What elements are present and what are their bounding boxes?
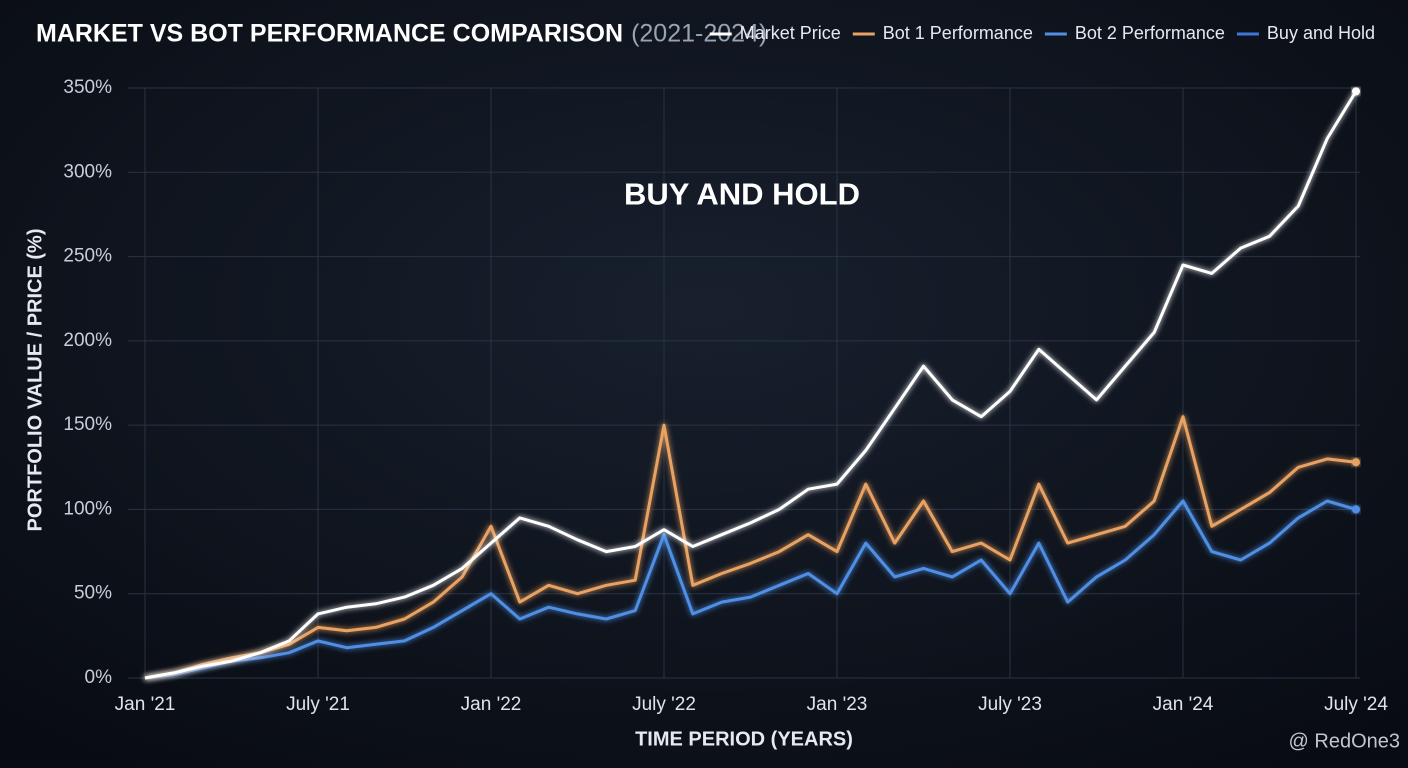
reference-label: BUY AND HOLD bbox=[624, 177, 860, 212]
y-tick-label: 350% bbox=[63, 77, 112, 98]
y-tick-label: 250% bbox=[63, 246, 112, 267]
end-point bbox=[1352, 87, 1360, 96]
y-tick-label: 150% bbox=[63, 414, 112, 435]
legend-label: Buy and Hold bbox=[1267, 23, 1375, 43]
grid bbox=[128, 87, 1360, 679]
end-point bbox=[1352, 458, 1360, 467]
end-point bbox=[1352, 505, 1360, 514]
chart-title: MARKET VS BOT PERFORMANCE COMPARISON bbox=[36, 20, 623, 48]
x-tick-label: July '21 bbox=[286, 694, 350, 715]
y-tick-label: 0% bbox=[85, 667, 113, 688]
y-tick-label: 100% bbox=[63, 498, 112, 519]
watermark: @ RedOne3 bbox=[1289, 730, 1400, 752]
y-tick-label: 200% bbox=[63, 330, 112, 351]
y-tick-label: 300% bbox=[63, 161, 112, 182]
chart-subtitle: (2021-2024) bbox=[631, 20, 767, 48]
x-tick-label: Jan '23 bbox=[807, 694, 868, 715]
x-tick-label: July '24 bbox=[1324, 694, 1388, 715]
legend-label: Market Price bbox=[740, 23, 841, 43]
x-tick-label: Jan '24 bbox=[1153, 694, 1214, 715]
series-line bbox=[144, 499, 1357, 680]
x-tick-label: Jan '21 bbox=[115, 694, 176, 715]
legend-label: Bot 2 Performance bbox=[1075, 23, 1225, 43]
legend: Buy and Hold Bot 2 Performance Bot 1 Perfo… bbox=[709, 23, 1375, 43]
series-line bbox=[144, 90, 1358, 680]
x-tick-label: July '23 bbox=[978, 694, 1042, 715]
y-axis-label: PORTFOLIO VALUE / PRICE (%) bbox=[24, 229, 46, 532]
x-axis-label: TIME PERIOD (YEARS) bbox=[635, 728, 853, 750]
y-tick-label: 50% bbox=[74, 583, 112, 604]
x-tick-label: July '22 bbox=[632, 694, 696, 715]
series-line bbox=[144, 415, 1357, 680]
legend-label: Bot 1 Performance bbox=[883, 23, 1033, 43]
x-tick-label: Jan '22 bbox=[461, 694, 522, 715]
